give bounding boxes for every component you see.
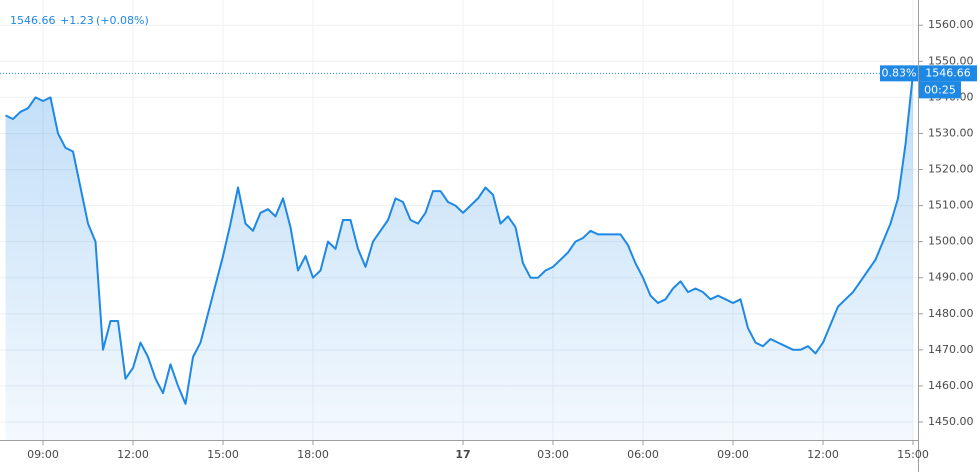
y-tick-label: 1500.00 — [928, 235, 974, 248]
y-tick-label: 1470.00 — [928, 343, 974, 356]
header-price: 1546.66 — [10, 14, 56, 27]
change-tag-bg — [880, 65, 918, 82]
x-tick-label: 18:00 — [297, 448, 329, 461]
x-tick-label: 09:00 — [27, 448, 59, 461]
area-fill — [5, 73, 913, 441]
price-tag: 1546.66 — [925, 66, 971, 79]
countdown-tag: 00:25 — [924, 83, 956, 96]
y-tick-label: 1510.00 — [928, 199, 974, 212]
y-tick-label: 1460.00 — [928, 379, 974, 392]
x-tick-label: 15:00 — [897, 448, 929, 461]
x-tick-label: 09:00 — [717, 448, 749, 461]
countdown-tag-bg — [919, 81, 961, 99]
y-tick-label: 1490.00 — [928, 271, 974, 284]
y-tick-label: 1530.00 — [928, 126, 974, 139]
header-change: +1.23 — [60, 14, 94, 27]
y-tick-label: 1480.00 — [928, 307, 974, 320]
price-tag-bg — [919, 65, 977, 82]
y-tick-label: 1450.00 — [928, 415, 974, 428]
x-tick-label: 03:00 — [537, 448, 569, 461]
x-tick-label: 17 — [455, 448, 470, 461]
x-tick-label: 12:00 — [807, 448, 839, 461]
price-line — [5, 73, 914, 405]
x-tick-label: 12:00 — [117, 448, 149, 461]
change-tag: 0.83% — [882, 66, 917, 79]
y-tick-label: 1550.00 — [928, 54, 974, 67]
header-change-pct: (+0.08%) — [96, 14, 149, 27]
y-tick-label: 1520.00 — [928, 163, 974, 176]
x-tick-label: 15:00 — [207, 448, 239, 461]
y-tick-label: 1560.00 — [928, 18, 974, 31]
x-tick-label: 06:00 — [627, 448, 659, 461]
